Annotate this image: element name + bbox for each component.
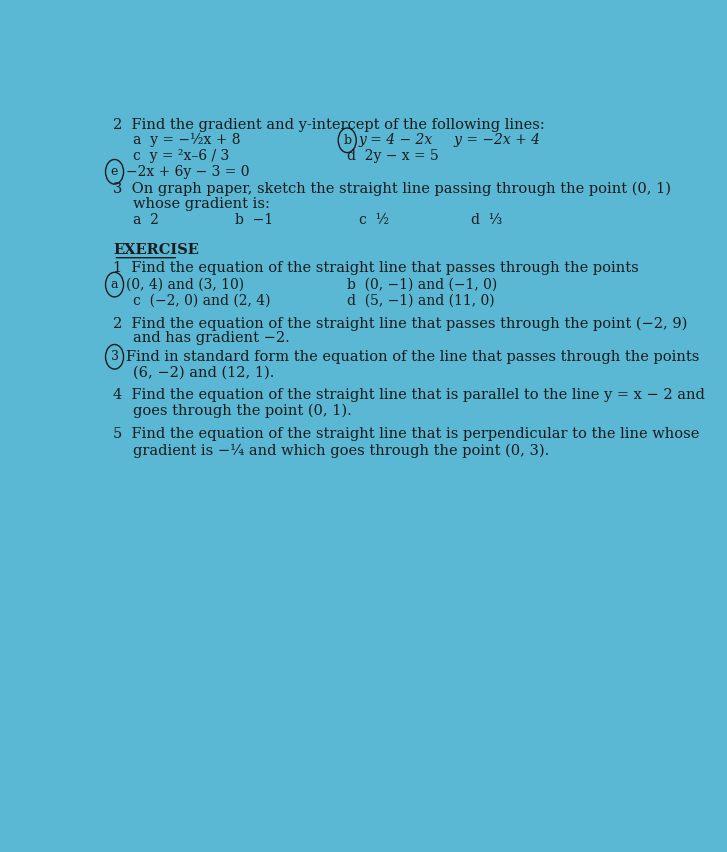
Text: goes through the point (0, 1).: goes through the point (0, 1). — [133, 403, 352, 417]
Text: 2  Find the gradient and y-intercept of the following lines:: 2 Find the gradient and y-intercept of t… — [113, 118, 545, 132]
Text: −2x + 6y − 3 = 0: −2x + 6y − 3 = 0 — [126, 164, 249, 179]
Text: d  ⅓: d ⅓ — [471, 213, 502, 227]
Text: 5  Find the equation of the straight line that is perpendicular to the line whos: 5 Find the equation of the straight line… — [113, 427, 700, 440]
Text: gradient is −¼ and which goes through the point (0, 3).: gradient is −¼ and which goes through th… — [133, 444, 550, 458]
Text: 1  Find the equation of the straight line that passes through the points: 1 Find the equation of the straight line… — [113, 261, 639, 274]
Text: d  2y − x = 5: d 2y − x = 5 — [348, 149, 439, 163]
Text: whose gradient is:: whose gradient is: — [133, 197, 270, 211]
Text: (6, −2) and (12, 1).: (6, −2) and (12, 1). — [133, 366, 275, 379]
Text: (0, 4) and (3, 10): (0, 4) and (3, 10) — [126, 278, 244, 291]
Text: 3  On graph paper, sketch the straight line passing through the point (0, 1): 3 On graph paper, sketch the straight li… — [113, 181, 672, 196]
Text: c  ½: c ½ — [358, 213, 389, 227]
Text: y = 4 − 2x     y = −2x + 4: y = 4 − 2x y = −2x + 4 — [358, 133, 540, 147]
Text: 3: 3 — [111, 350, 119, 363]
Text: b: b — [343, 134, 351, 147]
Text: 4  Find the equation of the straight line that is parallel to the line y = x − 2: 4 Find the equation of the straight line… — [113, 389, 705, 402]
Text: EXERCISE: EXERCISE — [113, 243, 199, 256]
Text: a  2: a 2 — [133, 213, 159, 227]
Text: 2  Find the equation of the straight line that passes through the point (−2, 9): 2 Find the equation of the straight line… — [113, 316, 688, 331]
Text: e: e — [111, 165, 119, 178]
Text: Find in standard form the equation of the line that passes through the points: Find in standard form the equation of th… — [126, 350, 699, 364]
Text: a  y = −½x + 8: a y = −½x + 8 — [133, 133, 241, 147]
Text: b  (0, −1) and (−1, 0): b (0, −1) and (−1, 0) — [348, 278, 497, 291]
Text: and has gradient −2.: and has gradient −2. — [133, 331, 290, 345]
Text: a: a — [111, 278, 119, 291]
Text: c  y = ²x–6 / 3: c y = ²x–6 / 3 — [133, 149, 230, 163]
Text: c  (−2, 0) and (2, 4): c (−2, 0) and (2, 4) — [133, 293, 270, 308]
Text: b  −1: b −1 — [235, 213, 273, 227]
Text: d  (5, −1) and (11, 0): d (5, −1) and (11, 0) — [348, 293, 495, 308]
